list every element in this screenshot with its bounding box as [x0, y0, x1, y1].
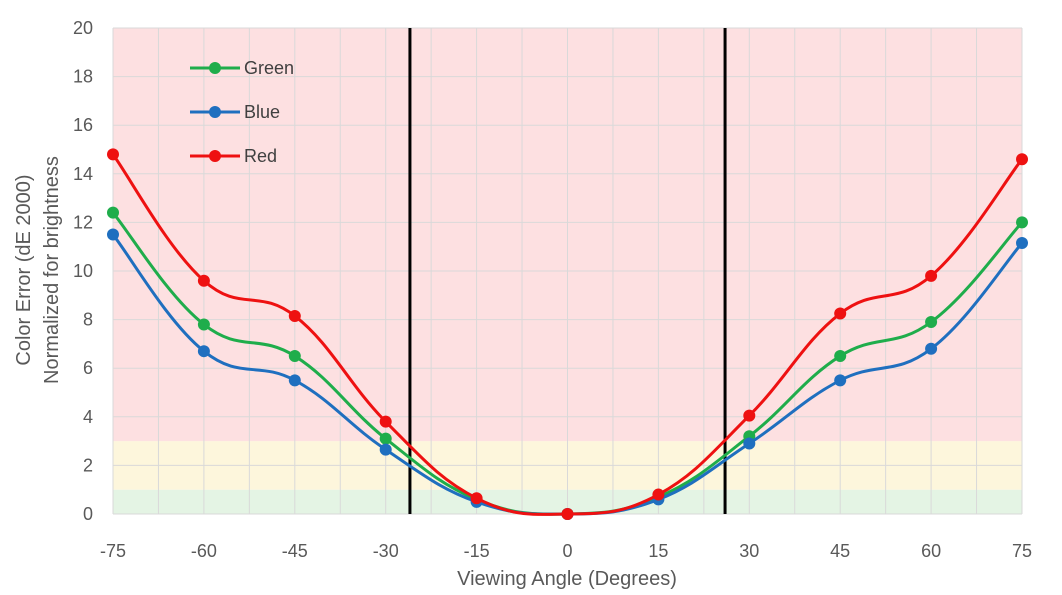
data-point-red	[470, 492, 483, 505]
legend-label: Red	[244, 146, 277, 166]
legend: Green Blue Red	[190, 58, 294, 166]
x-tick-label: 30	[739, 541, 759, 561]
data-point-blue	[743, 437, 756, 450]
x-tick-label: 60	[921, 541, 941, 561]
data-point-red	[561, 508, 574, 520]
data-point-blue	[197, 345, 210, 358]
y-tick-label: 6	[83, 358, 93, 378]
y-tick-label: 18	[73, 67, 93, 87]
x-tick-label: -60	[191, 541, 217, 561]
data-point-green	[1016, 216, 1028, 229]
data-point-red	[834, 307, 847, 320]
data-point-red	[107, 148, 119, 161]
legend-label: Blue	[244, 102, 280, 122]
x-tick-label: -30	[373, 541, 399, 561]
x-tick-label: 75	[1012, 541, 1032, 561]
y-tick-label: 0	[83, 504, 93, 524]
data-point-red	[652, 488, 665, 501]
data-point-red	[925, 269, 938, 282]
data-point-blue	[925, 342, 938, 355]
x-tick-label: -75	[100, 541, 126, 561]
data-point-red	[288, 309, 301, 322]
gridlines	[112, 27, 1023, 515]
data-point-red	[1016, 153, 1028, 166]
legend-swatch-marker	[209, 62, 221, 74]
x-tick-label: 0	[562, 541, 572, 561]
data-point-green	[379, 432, 392, 445]
legend-swatch-marker	[209, 150, 221, 162]
legend-swatch-marker	[209, 106, 221, 118]
series-red	[107, 148, 1028, 520]
y-tick-label: 16	[73, 115, 93, 135]
data-point-blue	[379, 443, 392, 456]
y-tick-label: 12	[73, 212, 93, 232]
legend-item-red: Red	[190, 146, 277, 166]
y-axis-title-line-2: Normalized for brightness	[41, 156, 63, 384]
x-tick-label: 15	[648, 541, 668, 561]
vertical-threshold-lines	[408, 28, 727, 514]
data-point-red	[379, 415, 392, 428]
series-lines	[107, 148, 1028, 520]
y-tick-label: 14	[73, 164, 93, 184]
x-tick-label: 45	[830, 541, 850, 561]
y-axis-ticks: 0 2 4 6 8 10 12 14 16 18 20	[73, 18, 93, 524]
data-point-green	[925, 316, 938, 329]
legend-label: Green	[244, 58, 294, 78]
legend-item-blue: Blue	[190, 102, 280, 122]
data-point-green	[834, 350, 847, 363]
data-point-blue	[107, 228, 119, 241]
y-tick-label: 10	[73, 261, 93, 281]
data-point-green	[288, 350, 301, 363]
data-point-red	[197, 274, 210, 287]
data-point-green	[107, 206, 119, 219]
y-tick-label: 2	[83, 455, 93, 475]
data-point-red	[743, 409, 756, 422]
x-tick-label: -15	[464, 541, 490, 561]
x-tick-label: -45	[282, 541, 308, 561]
x-axis-ticks: -75 -60 -45 -30 -15 0 15 30 45 60 75	[100, 541, 1032, 561]
x-axis-title: Viewing Angle (Degrees)	[457, 568, 677, 590]
y-tick-label: 8	[83, 310, 93, 330]
data-point-blue	[288, 374, 301, 387]
data-point-blue	[834, 374, 847, 387]
legend-item-green: Green	[190, 58, 294, 78]
y-tick-label: 4	[83, 407, 93, 427]
data-point-green	[197, 318, 210, 331]
y-tick-label: 20	[73, 18, 93, 38]
y-axis-title-line-1: Color Error (dE 2000)	[13, 174, 35, 365]
data-point-blue	[1016, 237, 1028, 250]
